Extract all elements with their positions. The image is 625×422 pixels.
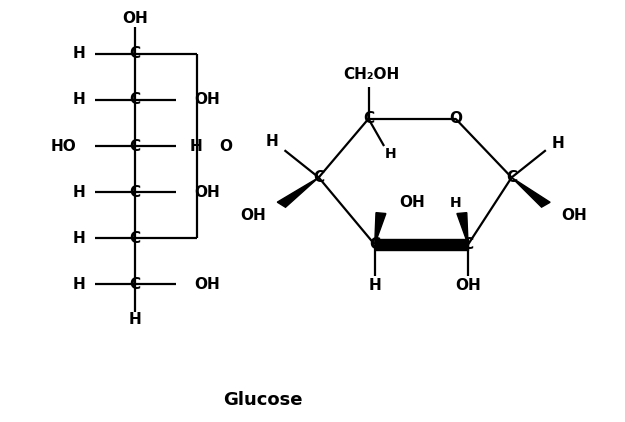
Text: OH: OH [194,185,220,200]
Text: C: C [462,237,474,252]
Text: OH: OH [240,208,266,223]
Text: C: C [129,46,141,61]
Text: O: O [449,111,462,126]
Text: H: H [384,147,396,161]
Text: C: C [129,277,141,292]
Text: H: H [129,313,141,327]
Text: OH: OH [399,195,426,210]
Text: C: C [363,111,374,126]
Text: OH: OH [561,208,587,223]
Text: H: H [552,135,564,151]
Polygon shape [375,239,468,250]
Text: OH: OH [455,278,481,293]
Text: H: H [72,231,86,246]
Text: C: C [129,231,141,246]
Text: C: C [129,138,141,154]
Text: C: C [506,170,517,185]
Text: H: H [368,278,381,293]
Text: H: H [190,138,202,154]
Text: C: C [369,237,380,252]
Text: C: C [129,185,141,200]
Polygon shape [512,178,550,207]
Polygon shape [278,178,319,207]
Text: OH: OH [122,11,148,26]
Polygon shape [457,213,468,244]
Text: OH: OH [194,92,220,108]
Polygon shape [375,213,386,244]
Text: CH₂OH: CH₂OH [344,67,400,82]
Text: OH: OH [194,277,220,292]
Text: H: H [450,196,461,210]
Text: H: H [266,134,278,149]
Text: C: C [129,92,141,108]
Text: HO: HO [50,138,76,154]
Text: O: O [219,138,232,154]
Text: H: H [72,46,86,61]
Text: H: H [72,185,86,200]
Text: Glucose: Glucose [223,391,302,408]
Text: H: H [72,277,86,292]
Text: H: H [72,92,86,108]
Text: C: C [313,170,324,185]
